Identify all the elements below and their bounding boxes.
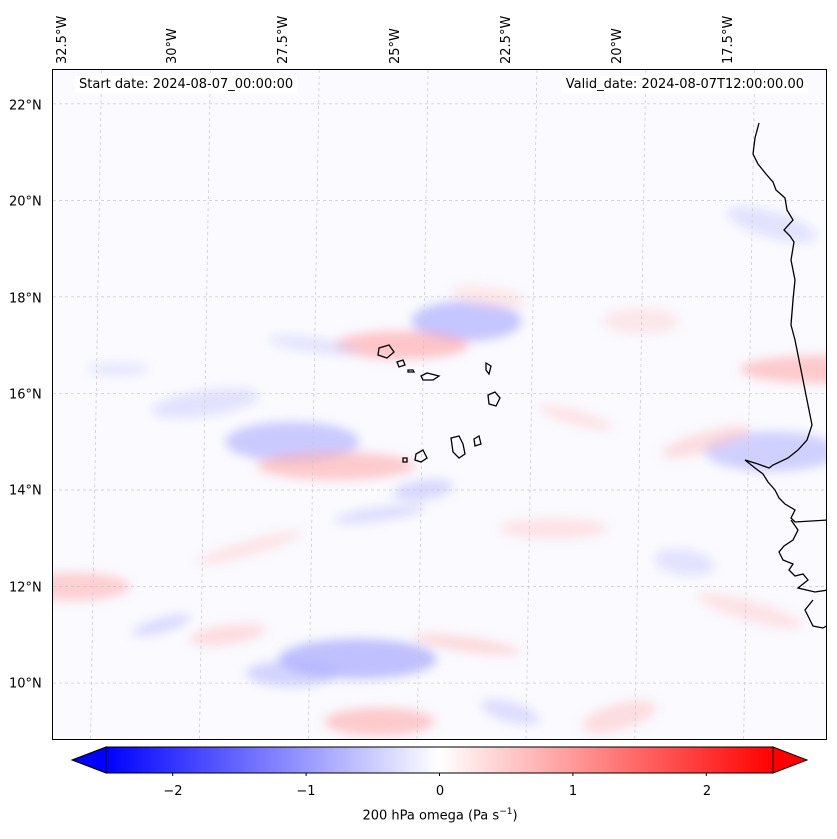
- omega-descent-band: [740, 355, 826, 384]
- island-santiago: [450, 435, 466, 459]
- lat-label-16n: 16°N: [9, 387, 42, 403]
- omega-streak: [582, 700, 656, 734]
- omega-streak: [654, 548, 715, 576]
- lon-label-25w: 25°W: [388, 28, 403, 64]
- omega-streak: [538, 405, 613, 431]
- omega-streak: [661, 425, 751, 458]
- island-maio: [473, 434, 482, 447]
- meridian-gridline: [416, 70, 429, 739]
- colorbar-tick-neg2: −2: [163, 784, 183, 799]
- lon-label-27-5w: 27.5°W: [276, 15, 291, 64]
- omega-streak: [151, 388, 259, 418]
- meridian-gridline: [634, 70, 647, 739]
- lat-label-14n: 14°N: [9, 483, 42, 499]
- omega-streak: [450, 285, 527, 309]
- lat-label-22n: 22°N: [9, 98, 42, 114]
- omega-streak: [333, 504, 426, 524]
- colorbar-tick-neg1: −1: [296, 784, 316, 799]
- omega-field-map: [53, 70, 826, 739]
- african-coastline: [744, 122, 826, 629]
- lat-label-12n: 12°N: [9, 580, 42, 596]
- colorbar-label: 200 hPa omega (Pa s−1): [362, 807, 518, 824]
- lon-label-20w: 20°W: [610, 28, 625, 64]
- island-santo-antao: [377, 344, 395, 359]
- map-panel: Start date: 2024-08-07_00:00:00 Valid_da…: [52, 69, 827, 740]
- island-brava: [402, 457, 408, 463]
- omega-streak: [481, 699, 540, 725]
- omega-streak: [499, 518, 608, 539]
- omega-ascent-band: [411, 301, 522, 342]
- meridian-gridline: [90, 70, 102, 739]
- colorbar: [70, 746, 809, 776]
- meridian-gridline: [525, 70, 538, 739]
- lat-label-20n: 20°N: [9, 194, 42, 210]
- island-sao-nicolau: [420, 372, 441, 381]
- island-sao-vicente: [396, 359, 406, 368]
- colorbar-body: [105, 746, 774, 774]
- lon-label-32-5w: 32.5°W: [55, 15, 70, 64]
- omega-streak: [268, 335, 360, 355]
- omega-descent-band: [324, 707, 435, 736]
- meridian-gridline: [199, 70, 211, 739]
- omega-streak: [413, 634, 521, 655]
- island-santa-luzia: [407, 369, 416, 373]
- island-sal: [485, 361, 492, 376]
- colorbar-extend-low: [70, 746, 107, 774]
- omega-streak: [88, 362, 149, 377]
- start-date-label: Start date: 2024-08-07_00:00:00: [75, 76, 298, 93]
- lat-label-18n: 18°N: [9, 291, 42, 307]
- island-boa-vista: [487, 391, 501, 407]
- island-fogo: [414, 449, 428, 463]
- valid-date-label: Valid_date: 2024-08-07T12:00:00.00: [561, 76, 808, 93]
- meridian-gridline: [307, 70, 320, 739]
- omega-ascent-band: [225, 421, 360, 462]
- colorbar-tick-2: 2: [702, 784, 712, 799]
- colorbar-extend-high: [772, 746, 809, 774]
- omega-streak: [246, 660, 339, 687]
- lat-label-10n: 10°N: [9, 676, 42, 692]
- omega-streak: [393, 479, 453, 501]
- omega-streak: [189, 623, 265, 647]
- omega-descent-band: [257, 451, 416, 480]
- omega-streak: [727, 206, 816, 243]
- colorbar-tick-1: 1: [568, 784, 578, 799]
- omega-streak: [196, 531, 301, 565]
- lon-label-17-5w: 17.5°W: [721, 15, 736, 64]
- omega-streak: [602, 308, 679, 335]
- lon-label-22-5w: 22.5°W: [499, 15, 514, 64]
- lon-label-30w: 30°W: [165, 28, 180, 64]
- meridian-gridline: [743, 70, 755, 739]
- omega-streak: [132, 614, 191, 636]
- colorbar-tick-0: 0: [435, 784, 445, 799]
- omega-descent-band: [334, 331, 469, 360]
- omega-streak: [697, 592, 802, 629]
